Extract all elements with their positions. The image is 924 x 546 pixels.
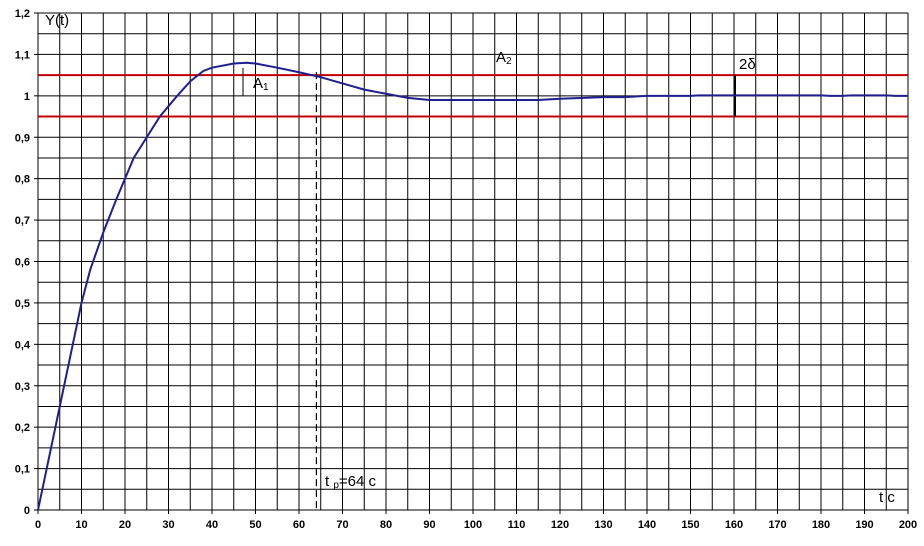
x-tick-label: 40 <box>206 519 218 531</box>
annotation-subscript: р <box>333 480 339 491</box>
annotation-text: =64 c <box>339 473 377 490</box>
annotation-text: A <box>253 75 263 92</box>
y-tick-label: 0,6 <box>15 257 30 269</box>
x-tick-label: 80 <box>380 519 392 531</box>
annotation-text: 2δ <box>739 56 756 73</box>
annotation: Y(t) <box>45 12 69 29</box>
x-tick-label: 150 <box>681 519 699 531</box>
x-tick-label: 200 <box>899 519 917 531</box>
y-tick-label: 1 <box>24 91 30 103</box>
x-tick-label: 60 <box>293 519 305 531</box>
annotation-text: t <box>325 473 333 490</box>
y-tick-label: 0,7 <box>15 215 30 227</box>
x-tick-label: 70 <box>336 519 348 531</box>
y-tick-label: 1,1 <box>15 49 30 61</box>
x-tick-label: 50 <box>249 519 261 531</box>
x-tick-label: 0 <box>35 519 41 531</box>
x-tick-label: 130 <box>594 519 612 531</box>
annotation-text: A <box>496 49 506 66</box>
x-tick-label: 110 <box>508 519 526 531</box>
annotation-text: t c <box>879 489 895 506</box>
annotation: t р=64 c <box>325 473 377 491</box>
y-tick-label: 0,4 <box>15 339 31 351</box>
annotation: 2δ <box>739 56 756 73</box>
annotation: A2 <box>496 49 512 67</box>
x-tick-label: 180 <box>812 519 830 531</box>
annotation: t c <box>879 489 895 506</box>
y-tick-label: 0 <box>24 505 30 517</box>
x-tick-label: 20 <box>119 519 131 531</box>
y-tick-label: 1,2 <box>15 8 30 20</box>
y-tick-label: 0,2 <box>15 422 30 434</box>
x-tick-label: 10 <box>75 519 87 531</box>
x-tick-label: 170 <box>768 519 786 531</box>
annotation-text: Y(t) <box>45 12 69 29</box>
x-tick-label: 90 <box>423 519 435 531</box>
y-tick-label: 0,1 <box>15 464 30 476</box>
x-tick-label: 140 <box>638 519 656 531</box>
x-tick-label: 100 <box>464 519 482 531</box>
y-tick-label: 0,5 <box>15 298 30 310</box>
x-tick-label: 30 <box>162 519 174 531</box>
y-tick-label: 0,8 <box>15 174 30 186</box>
y-tick-label: 0,9 <box>15 132 30 144</box>
annotation: A1 <box>253 75 269 93</box>
annotation-subscript: 1 <box>263 82 269 93</box>
x-tick-label: 120 <box>551 519 569 531</box>
x-tick-label: 190 <box>855 519 873 531</box>
y-tick-label: 0,3 <box>15 381 30 393</box>
x-tick-label: 160 <box>725 519 743 531</box>
annotation-subscript: 2 <box>506 56 512 67</box>
data-line <box>37 61 908 511</box>
